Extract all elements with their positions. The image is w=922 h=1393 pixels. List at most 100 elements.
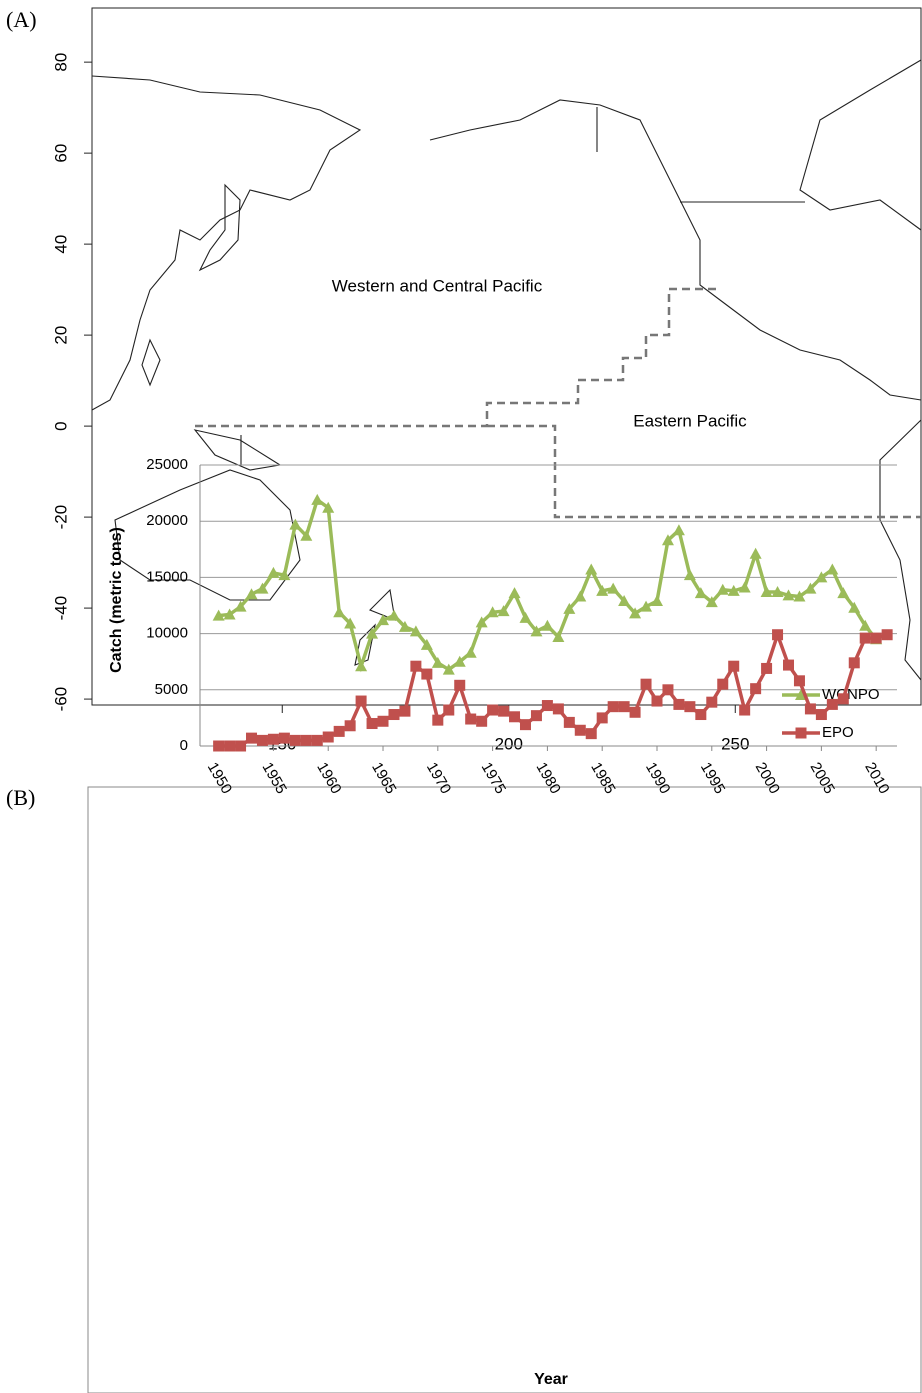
marker [804, 703, 816, 715]
marker [289, 734, 301, 746]
legend-label: WCNPO [822, 686, 880, 703]
marker [420, 638, 433, 650]
marker [355, 695, 367, 707]
marker [333, 606, 346, 618]
marker [563, 602, 576, 614]
marker [771, 586, 784, 598]
marker [739, 704, 751, 716]
marker [782, 589, 795, 601]
marker [673, 698, 685, 710]
marker [837, 693, 849, 705]
marker [508, 587, 521, 599]
y-tick-label: 20 [51, 326, 70, 345]
marker [387, 609, 400, 621]
marker [804, 582, 817, 594]
marker [333, 725, 345, 737]
marker [530, 625, 543, 637]
y-tick-label: 15000 [146, 568, 188, 585]
x-tick-label: 1975 [478, 759, 509, 796]
marker [760, 586, 773, 598]
marker [344, 617, 357, 629]
marker [716, 583, 729, 595]
x-tick-label: 1970 [423, 759, 454, 796]
marker [706, 696, 718, 708]
marker [541, 700, 553, 712]
marker [509, 711, 521, 723]
marker [596, 584, 609, 596]
marker [432, 714, 444, 726]
marker [795, 727, 807, 739]
marker [465, 713, 477, 725]
marker [650, 595, 663, 607]
x-tick-label: 2005 [806, 759, 837, 796]
series-line [218, 629, 888, 748]
marker [793, 590, 806, 602]
marker [662, 684, 674, 696]
coastlines [91, 59, 922, 681]
y-tick-label: 20000 [146, 512, 188, 529]
x-tick-label: 1960 [313, 759, 344, 796]
x-tick-label: 2010 [861, 759, 892, 796]
marker [410, 660, 422, 672]
y-tick-label: -40 [51, 596, 70, 621]
marker [377, 715, 389, 727]
y-tick-label: 5000 [155, 681, 188, 698]
y-tick-label: 10000 [146, 625, 188, 642]
y-tick-label: 25000 [146, 456, 188, 473]
x-tick-label: 1950 [204, 759, 235, 796]
marker [442, 663, 455, 675]
marker [684, 701, 696, 713]
map-frame [91, 7, 922, 706]
marker [618, 701, 630, 713]
marker [278, 732, 290, 744]
x-tick-label: 1965 [368, 759, 399, 796]
marker [235, 740, 247, 752]
marker [815, 709, 827, 721]
marker [443, 704, 455, 716]
marker [541, 619, 554, 631]
marker [453, 655, 466, 667]
y-tick-label: 80 [51, 53, 70, 72]
marker [486, 606, 499, 618]
boundary-line [195, 287, 921, 519]
marker [705, 596, 718, 608]
marker [366, 718, 378, 730]
marker [563, 716, 575, 728]
marker [607, 701, 619, 713]
marker [245, 588, 258, 600]
marker [223, 608, 236, 620]
marker [464, 646, 477, 658]
marker [552, 630, 565, 642]
y-axis-label: Catch (metric tons) [108, 527, 125, 673]
marker [224, 740, 236, 752]
marker [322, 501, 335, 513]
panel-label: (B) [6, 785, 35, 810]
marker [256, 734, 268, 746]
marker [256, 582, 269, 594]
marker [431, 656, 444, 668]
map-panel: Western and Central Pacific Eastern Paci… [91, 7, 922, 706]
marker [530, 710, 542, 722]
marker [289, 518, 302, 530]
marker [629, 706, 641, 718]
y-tick-label: 0 [180, 737, 188, 754]
marker [487, 704, 499, 716]
marker [398, 620, 411, 632]
marker [377, 614, 390, 626]
marker [497, 605, 510, 617]
marker [738, 581, 751, 593]
marker [574, 724, 586, 736]
marker [498, 705, 510, 717]
marker [267, 733, 279, 745]
marker [574, 590, 587, 602]
marker [640, 600, 653, 612]
marker [454, 679, 466, 691]
marker [311, 493, 324, 505]
marker [618, 595, 631, 607]
marker [859, 619, 872, 631]
marker [859, 632, 871, 644]
marker [246, 732, 258, 744]
x-tick-label: 1985 [587, 759, 618, 796]
x-tick-label: 2000 [752, 759, 783, 796]
